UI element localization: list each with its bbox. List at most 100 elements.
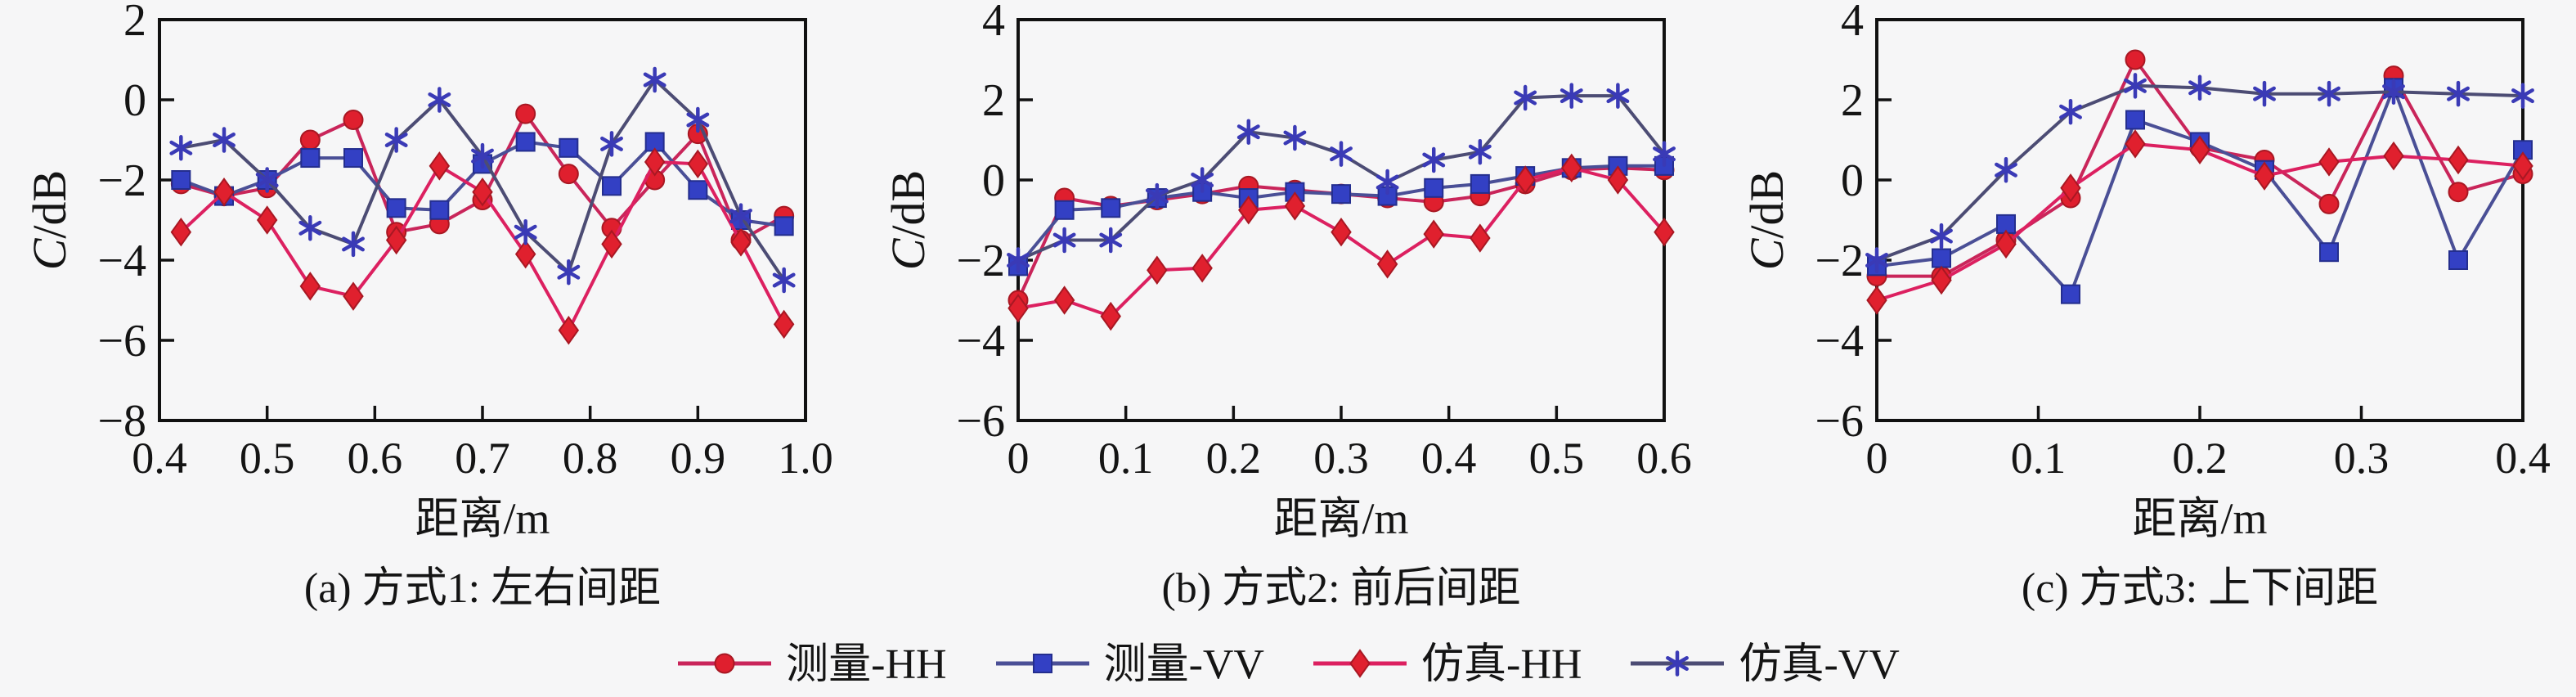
x-tick-label: 0.6 xyxy=(348,434,403,483)
asterisk-marker xyxy=(2447,86,2470,101)
diamond-marker xyxy=(1561,153,1582,183)
asterisk-marker xyxy=(1422,152,1446,168)
square-marker xyxy=(1932,248,1951,268)
series-仿真-VV xyxy=(1865,73,2534,273)
square-marker xyxy=(1032,653,1052,673)
legend-item-measure-vv: 测量-VV xyxy=(994,644,1264,686)
y-tick-label: −6 xyxy=(956,396,1005,447)
asterisk-marker xyxy=(1930,228,1953,244)
circle-marker xyxy=(2448,182,2469,203)
diamond-marker xyxy=(514,239,536,269)
x-axis-label: 距离/m xyxy=(1273,494,1408,543)
x-tick-label: 0.9 xyxy=(671,434,726,483)
square-marker xyxy=(774,216,794,236)
asterisk-marker xyxy=(255,173,279,187)
diamond-marker xyxy=(1376,250,1398,279)
asterisk-marker xyxy=(342,236,365,252)
x-tick-label: 0.5 xyxy=(240,434,295,483)
square-marker xyxy=(429,200,450,220)
diamond-marker xyxy=(1931,265,1952,295)
y-tick-label: −4 xyxy=(97,236,146,286)
series-仿真-VV xyxy=(169,66,796,294)
x-tick-label: 0.8 xyxy=(563,434,618,483)
plot-border xyxy=(1875,18,2524,422)
y-tick-label: 0 xyxy=(1841,155,1864,206)
y-tick-label: 0 xyxy=(123,75,146,126)
asterisk-marker xyxy=(1514,90,1537,106)
circle-marker xyxy=(558,164,579,185)
y-tick-label: 2 xyxy=(123,0,146,46)
x-tick-label: 0 xyxy=(1866,434,1888,483)
x-tick-label: 0.2 xyxy=(2172,434,2228,483)
legend-item-sim-hh: 仿真-HH xyxy=(1312,644,1582,686)
asterisk-marker xyxy=(471,148,494,164)
asterisk-marker xyxy=(1283,130,1307,146)
circle-marker xyxy=(299,129,321,151)
asterisk-marker xyxy=(557,264,581,280)
x-tick-label: 0.5 xyxy=(1529,434,1585,483)
square-marker xyxy=(1101,198,1121,218)
asterisk-marker xyxy=(1145,188,1169,204)
asterisk-marker xyxy=(686,112,710,128)
asterisk-marker xyxy=(1052,232,1076,248)
square-marker xyxy=(688,180,708,200)
chart-panel-c: 0 0.1 0.2 0.3 0.4 4 2 0 −2 −4 −6 C/dB 距离/m (c) 方式3: 上… xyxy=(1717,0,2576,630)
chart-panel-a: 0.4 0.5 0.6 0.7 0.8 0.9 1.0 2 0 −2 −4 −6 −8 C/dB 距离/m (… xyxy=(0,0,859,630)
diamond-marker xyxy=(687,149,709,179)
square-marker xyxy=(2448,250,2468,270)
circle-marker xyxy=(2318,193,2340,214)
circle-marker xyxy=(2125,49,2146,70)
asterisk-marker xyxy=(729,209,752,224)
y-tick-label: −6 xyxy=(97,316,146,366)
asterisk-marker xyxy=(1191,173,1214,187)
asterisk-marker xyxy=(1330,146,1353,162)
series-仿真-VV xyxy=(1007,83,1676,273)
asterisk-marker xyxy=(1376,174,1399,190)
diamond-marker xyxy=(1331,217,1352,247)
x-tick-label: 0.4 xyxy=(132,434,187,483)
diamond-marker xyxy=(1607,165,1629,195)
circle-marker xyxy=(343,110,364,130)
asterisk-marker xyxy=(643,72,666,88)
square-marker xyxy=(2319,242,2339,263)
chart-panel-b: 0 0.1 0.2 0.3 0.4 0.5 0.6 4 2 0 −2 −4 −6 C/dB 距离/m (b) … xyxy=(859,0,1717,630)
legend-label-measure-hh: 测量-HH xyxy=(786,641,947,688)
asterisk-marker xyxy=(2059,104,2082,119)
square-marker xyxy=(386,198,406,218)
diamond-marker xyxy=(385,225,407,255)
diamond-marker xyxy=(2189,135,2210,164)
legend-label-measure-vv: 测量-VV xyxy=(1103,641,1264,688)
legend-label-sim-hh: 仿真-HH xyxy=(1421,641,1582,688)
y-tick-label: −8 xyxy=(97,396,146,447)
diamond-marker xyxy=(2512,151,2533,181)
y-tick-label: −2 xyxy=(1815,236,1864,286)
chart-caption: (c) 方式3: 上下间距 xyxy=(2022,565,2378,612)
asterisk-marker xyxy=(1653,146,1676,162)
x-tick-label: 0.3 xyxy=(2334,434,2390,483)
diamond-marker xyxy=(1866,286,1887,315)
x-tick-label: 1.0 xyxy=(778,434,833,483)
diamond-marker xyxy=(1995,229,2017,259)
y-tick-label: −2 xyxy=(97,155,146,206)
chart-svg: 0 0.1 0.2 0.3 0.4 0.5 0.6 4 2 0 −2 −4 −6 C/dB 距离/m (b) … xyxy=(882,0,1692,612)
asterisk-marker xyxy=(428,92,451,107)
diamond-marker xyxy=(1147,255,1168,285)
y-axis-label: C/dB xyxy=(882,170,935,271)
diamond-marker xyxy=(343,281,364,311)
asterisk-marker xyxy=(1468,144,1492,160)
diamond-marker xyxy=(472,177,493,207)
square-marker xyxy=(300,148,321,169)
sim-vv-line-asterisk-icon xyxy=(1629,647,1726,684)
y-tick-label: 0 xyxy=(982,155,1005,206)
sim-hh-line-diamond-icon xyxy=(1312,647,1408,684)
asterisk-marker xyxy=(1560,88,1583,104)
diamond-marker xyxy=(1008,294,1029,323)
diamond-marker xyxy=(558,316,580,345)
diamond-marker xyxy=(1100,301,1121,331)
x-axis-label: 距离/m xyxy=(415,494,550,543)
legend-sample-svg xyxy=(995,653,1089,673)
series-仿真-HH xyxy=(1008,153,1675,331)
measure-hh-line-circle-icon xyxy=(676,647,773,684)
diamond-marker xyxy=(2383,141,2404,171)
x-tick-label: 0.7 xyxy=(455,434,510,483)
